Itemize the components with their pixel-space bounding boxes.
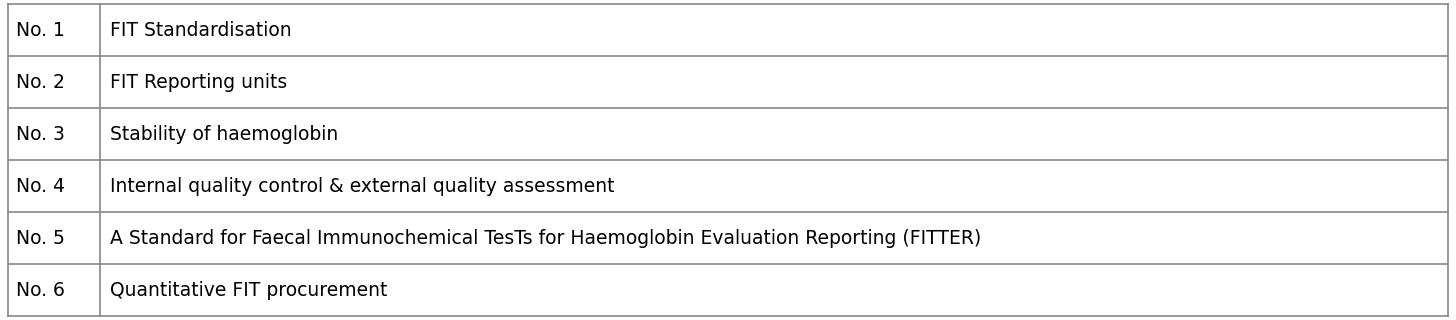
Text: FIT Standardisation: FIT Standardisation (111, 20, 291, 39)
Text: A Standard for Faecal Immunochemical TesTs for Haemoglobin Evaluation Reporting : A Standard for Faecal Immunochemical Tes… (111, 228, 981, 247)
Text: Quantitative FIT procurement: Quantitative FIT procurement (111, 281, 387, 300)
Text: FIT Reporting units: FIT Reporting units (111, 73, 287, 92)
Text: No. 2: No. 2 (16, 73, 66, 92)
Text: No. 3: No. 3 (16, 124, 66, 143)
Text: No. 6: No. 6 (16, 281, 66, 300)
Text: Stability of haemoglobin: Stability of haemoglobin (111, 124, 338, 143)
Text: No. 5: No. 5 (16, 228, 66, 247)
Text: No. 1: No. 1 (16, 20, 66, 39)
Text: No. 4: No. 4 (16, 177, 66, 196)
Text: Internal quality control & external quality assessment: Internal quality control & external qual… (111, 177, 614, 196)
